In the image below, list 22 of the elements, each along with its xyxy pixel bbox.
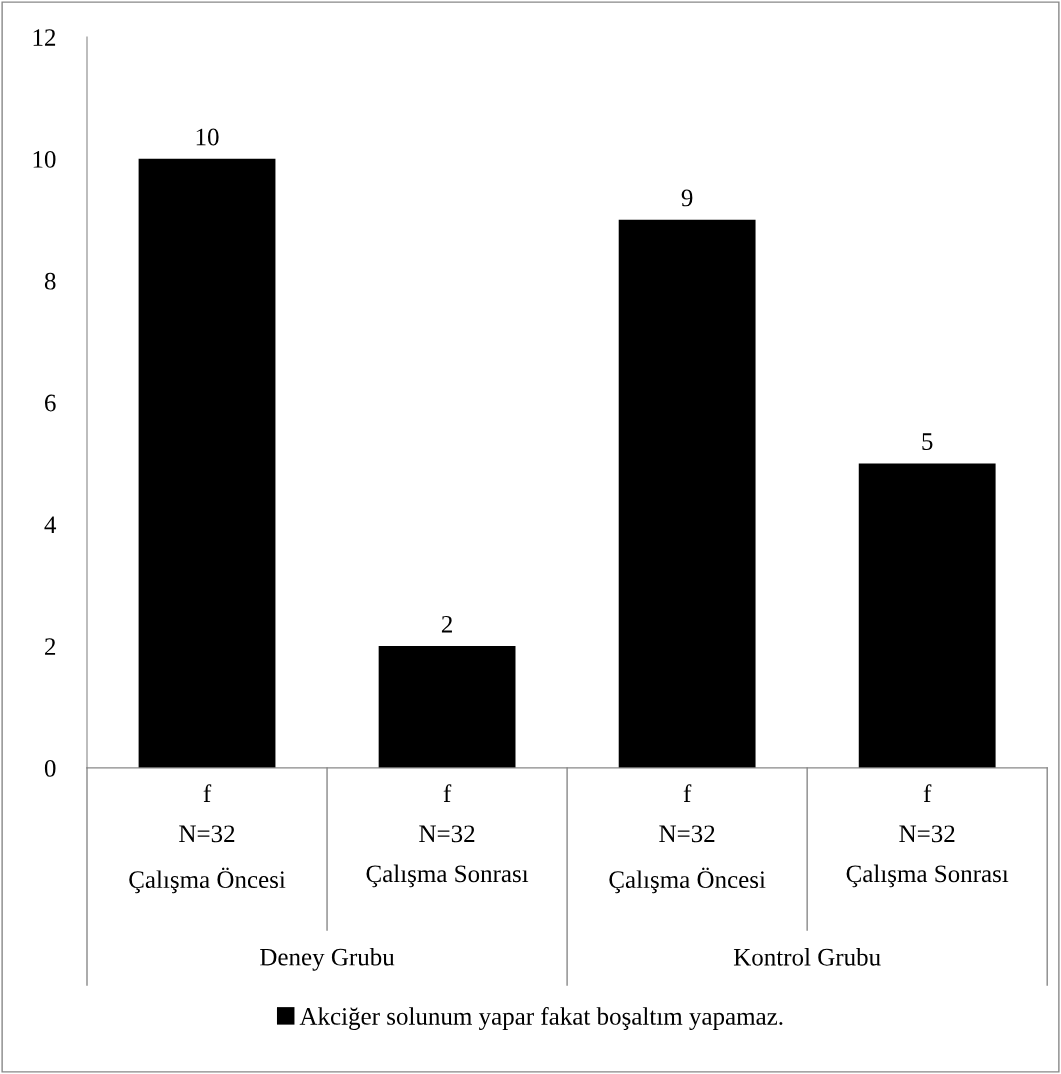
data-label: 2 xyxy=(441,615,452,633)
bar xyxy=(618,219,756,768)
data-label: 9 xyxy=(681,189,693,207)
data-label: 10 xyxy=(196,128,219,146)
legend-label: Akciğer solunum yapar fakat boşaltım yapamaz. xyxy=(299,1007,783,1031)
text: Deney Grubu xyxy=(260,948,395,971)
x-tick-label: f N=32 Çalışma Öncesi xyxy=(609,784,766,894)
y-tick-label: 6 xyxy=(45,394,56,412)
y-tick-label: 2 xyxy=(45,638,56,655)
y-tick-label: 10 xyxy=(33,150,56,168)
y-tick-label: 4 xyxy=(44,516,57,533)
y-tick-label: 8 xyxy=(44,272,56,290)
bar xyxy=(138,158,276,768)
y-tick-label: 12 xyxy=(33,29,56,46)
y-tick-label: 0 xyxy=(44,759,56,777)
x-tick-label: f N=32 Çalışma Öncesi xyxy=(129,784,286,894)
bar xyxy=(378,646,516,768)
x-tick-label: f N=32 Çalışma Sonrası xyxy=(846,784,1009,888)
bar xyxy=(858,463,996,768)
text: Kontrol Grubu xyxy=(733,948,881,966)
x-tick-label: f N=32 Çalışma Sonrası xyxy=(366,784,529,888)
data-label: 5 xyxy=(922,433,933,450)
